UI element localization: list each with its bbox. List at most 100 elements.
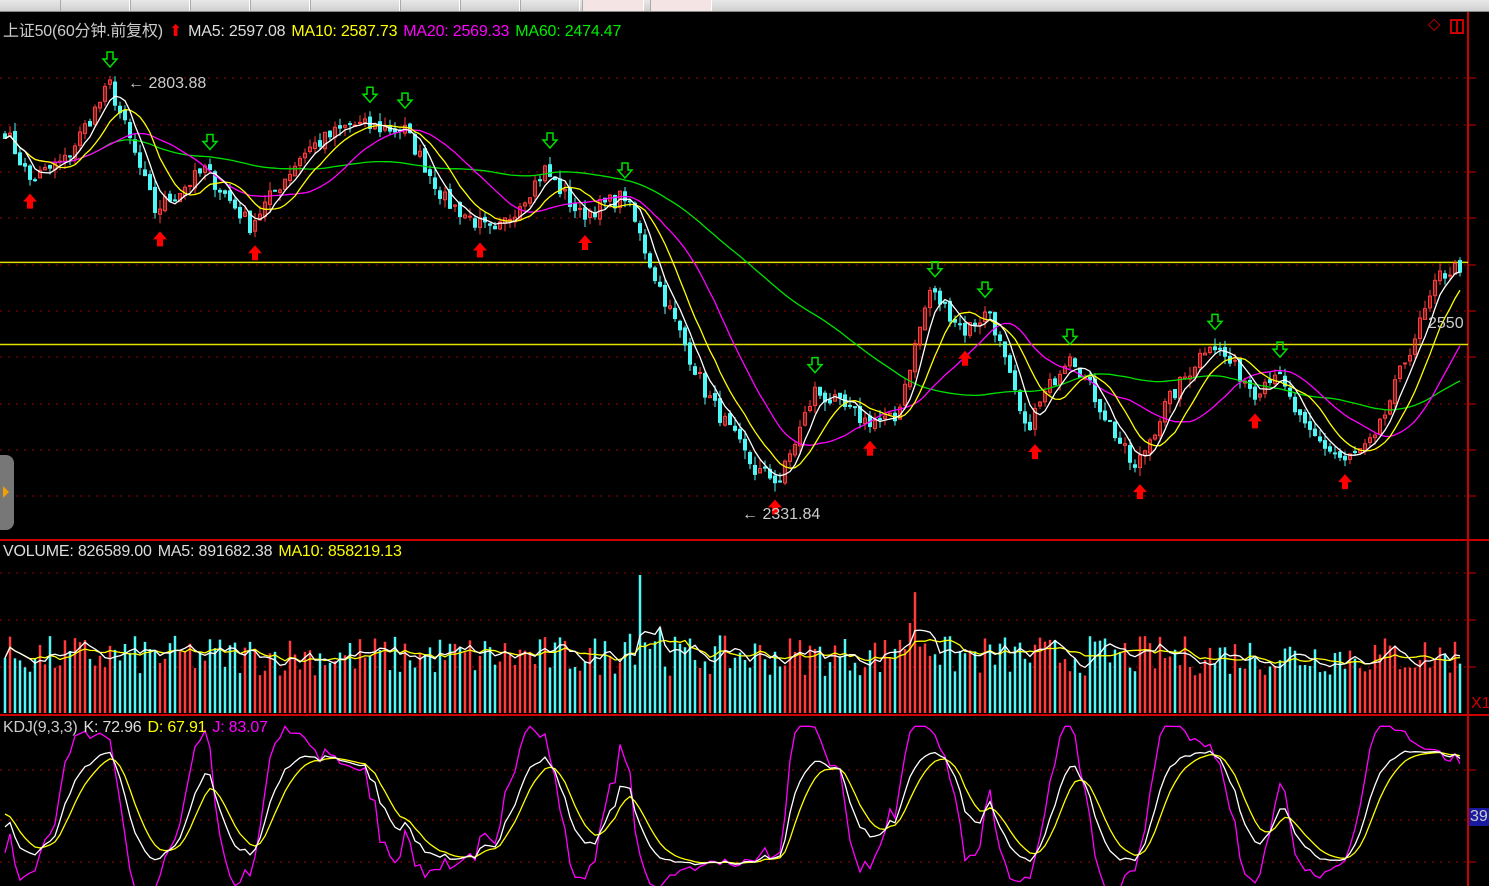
candle	[748, 452, 752, 465]
candle	[458, 202, 462, 218]
candle	[93, 106, 97, 125]
candle	[378, 121, 382, 133]
candle	[1218, 347, 1222, 350]
candle	[733, 425, 737, 431]
candle	[653, 267, 657, 282]
candle	[1113, 421, 1117, 439]
candle	[578, 207, 582, 210]
candle	[1443, 273, 1447, 279]
kdj-j-line	[4, 725, 1461, 886]
candle	[178, 192, 182, 203]
candle	[1133, 464, 1137, 468]
candle	[1153, 434, 1157, 440]
candle	[1458, 260, 1462, 273]
candle	[1018, 390, 1022, 411]
candle	[833, 394, 837, 402]
candle	[823, 392, 827, 403]
candle	[878, 418, 882, 421]
candle	[428, 169, 432, 177]
menu-button[interactable]	[130, 0, 190, 11]
candle	[423, 148, 427, 173]
candle	[1148, 439, 1152, 454]
layout-toggle-icon[interactable]	[1450, 19, 1464, 34]
menu-button[interactable]	[650, 0, 712, 11]
candle	[273, 189, 277, 192]
ma20-line	[4, 128, 1461, 446]
sell-signal-arrow-icon	[1271, 341, 1289, 359]
menu-button[interactable]	[310, 0, 400, 11]
candle	[863, 417, 867, 424]
j-value: J: 83.07	[212, 719, 268, 736]
candle	[753, 464, 757, 475]
kline-chart[interactable]	[0, 12, 1489, 886]
candle	[188, 184, 192, 188]
candle	[38, 169, 42, 179]
diamond-icon[interactable]: ◇	[1428, 16, 1441, 33]
candle	[1208, 346, 1212, 354]
buy-signal-arrow-icon	[248, 245, 262, 261]
candle	[43, 166, 47, 171]
candle	[448, 189, 452, 209]
candle	[418, 150, 422, 157]
candle	[1448, 274, 1452, 277]
candle	[848, 404, 852, 407]
candle	[508, 218, 512, 221]
sell-signal-arrow-icon	[201, 133, 219, 151]
menu-button[interactable]	[60, 0, 130, 11]
candle	[603, 197, 607, 203]
candle	[343, 124, 347, 128]
candle	[923, 307, 927, 331]
candle	[563, 188, 567, 192]
candle	[1053, 378, 1057, 386]
candle	[1013, 370, 1017, 391]
candle	[128, 122, 132, 139]
kdj-k-line	[4, 750, 1461, 866]
candle	[703, 373, 707, 398]
candle	[1278, 371, 1282, 375]
volume-unit-label: X1	[1471, 695, 1489, 712]
candle	[253, 220, 257, 232]
candle	[1028, 421, 1032, 431]
candle	[28, 165, 32, 180]
symbol-title: 上证50(60分钟.前复权)	[3, 23, 163, 40]
menu-button[interactable]	[400, 0, 460, 11]
kdj-d-line	[4, 751, 1461, 864]
volume-ma5-value: MA5: 891682.38	[157, 543, 273, 560]
candle	[818, 386, 822, 396]
candle	[1248, 379, 1252, 389]
candle	[18, 152, 22, 166]
candle	[443, 191, 447, 201]
candle	[913, 343, 917, 373]
candle	[718, 398, 722, 423]
low-annotation: ← 2331.84	[742, 506, 821, 523]
candle	[728, 413, 732, 426]
candle	[1063, 365, 1067, 375]
candle	[828, 399, 832, 404]
menu-button[interactable]	[190, 0, 250, 11]
candle	[208, 164, 212, 171]
left-panel-handle[interactable]	[0, 455, 14, 530]
candle	[763, 466, 767, 469]
menu-button[interactable]	[520, 0, 580, 11]
candle	[33, 179, 37, 182]
main-panel-header: 上证50(60分钟.前复权) ⬆ MA5: 2597.08 MA10: 2587.73…	[3, 17, 627, 41]
menu-button[interactable]	[582, 0, 644, 11]
candle	[1423, 308, 1427, 320]
candle	[858, 405, 862, 423]
candle	[918, 326, 922, 346]
ma10-value: MA10: 2587.73	[291, 23, 398, 40]
candle	[1008, 355, 1012, 373]
candle	[678, 320, 682, 331]
buy-signal-arrow-icon	[23, 193, 37, 209]
candle	[468, 215, 472, 218]
candle	[153, 186, 157, 213]
menu-button[interactable]	[460, 0, 520, 11]
candle	[933, 288, 937, 293]
ma5-line	[4, 95, 1461, 477]
candle	[413, 134, 417, 155]
candle	[648, 253, 652, 268]
candle	[663, 284, 667, 307]
candle	[348, 123, 352, 126]
candle	[143, 169, 147, 177]
menu-button[interactable]	[250, 0, 310, 11]
